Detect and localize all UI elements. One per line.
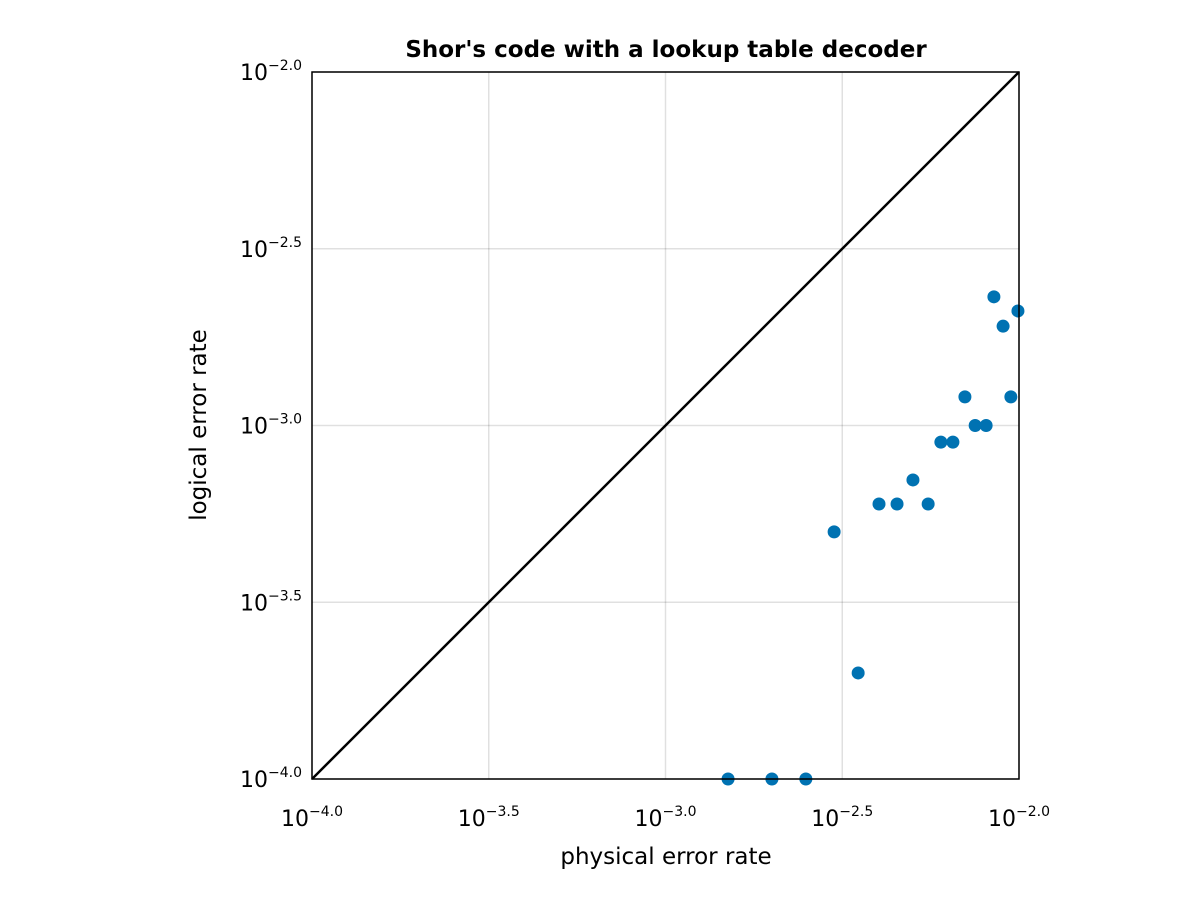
data-point bbox=[968, 419, 982, 432]
data-point bbox=[1011, 304, 1025, 318]
x-tick-labels: 10−4.0 10−3.5 10−3.0 10−2.5 10−2.0 bbox=[281, 804, 1050, 832]
x-tick-label: 10−2.5 bbox=[811, 804, 873, 832]
x-axis-label: physical error rate bbox=[560, 844, 771, 870]
x-tick-label: 10−4.0 bbox=[281, 804, 343, 832]
data-point bbox=[987, 290, 1001, 304]
data-points bbox=[721, 290, 1025, 786]
data-point bbox=[979, 419, 993, 432]
x-tick-label: 10−2.0 bbox=[988, 804, 1050, 832]
data-point bbox=[890, 497, 904, 511]
y-tick-label: 10−3.5 bbox=[240, 588, 302, 616]
plot-frame bbox=[311, 71, 1020, 780]
data-point bbox=[906, 473, 920, 487]
data-point bbox=[996, 319, 1010, 333]
chart-title: Shor's code with a lookup table decoder bbox=[405, 37, 927, 63]
data-point bbox=[946, 435, 960, 449]
data-point bbox=[934, 435, 948, 449]
reference-line-y-equals-x bbox=[311, 71, 1020, 780]
data-point bbox=[958, 390, 972, 404]
data-point bbox=[1004, 390, 1018, 404]
y-tick-labels: 10−4.0 10−3.5 10−3.0 10−2.5 10−2.0 bbox=[240, 58, 302, 793]
y-axis-label: logical error rate bbox=[186, 329, 212, 521]
x-tick-label: 10−3.5 bbox=[458, 804, 520, 832]
y-tick-label: 10−3.0 bbox=[240, 412, 302, 440]
y-tick-label: 10−4.0 bbox=[240, 765, 302, 793]
data-point bbox=[851, 666, 865, 680]
data-point bbox=[827, 525, 841, 539]
y-tick-label: 10−2.0 bbox=[240, 58, 302, 86]
data-point bbox=[872, 497, 886, 511]
x-tick-label: 10−3.0 bbox=[635, 804, 697, 832]
y-tick-label: 10−2.5 bbox=[240, 235, 302, 263]
data-point bbox=[921, 497, 935, 511]
